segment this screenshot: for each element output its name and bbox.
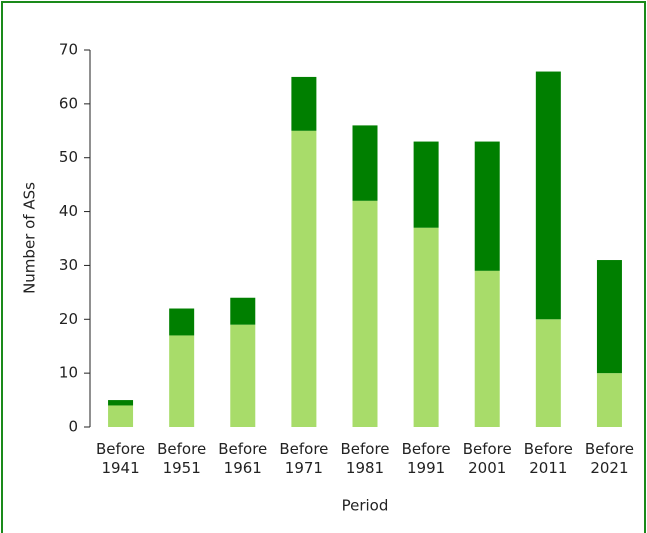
y-tick-label: 0 [68, 418, 78, 436]
bar-segment [108, 405, 134, 427]
x-tick-label: Before 2001 [462, 440, 512, 477]
x-tick-label: Before 1951 [157, 440, 207, 477]
x-tick-label: Before 2021 [584, 440, 634, 477]
y-tick-label: 70 [59, 41, 78, 59]
x-tick-label: Before 1991 [401, 440, 451, 477]
y-tick-label: 30 [59, 256, 78, 274]
x-tick-label: Before 2011 [523, 440, 573, 477]
bar-segment [230, 297, 256, 325]
bar-segment [291, 130, 317, 428]
x-tick-label: Before 1981 [340, 440, 390, 477]
x-tick-label: Before 1971 [279, 440, 329, 477]
y-tick-label: 10 [59, 364, 78, 382]
bar-segment [413, 141, 439, 228]
bar-segment [413, 227, 439, 427]
y-tick-label: 20 [59, 310, 78, 328]
bar-segment [535, 319, 561, 427]
bar-segment [230, 324, 256, 427]
bar-segment [291, 76, 317, 131]
bar-segment [596, 260, 622, 374]
bar-segment [169, 308, 195, 336]
bar-segment [535, 71, 561, 320]
bar-segment [108, 400, 134, 406]
x-tick-label: Before 1961 [218, 440, 268, 477]
x-tick-label: Before 1941 [96, 440, 146, 477]
bar-segment [596, 373, 622, 427]
y-tick-label: 40 [59, 202, 78, 220]
x-axis-label: Period [342, 497, 389, 515]
y-tick-label: 50 [59, 148, 78, 166]
bar-segment [474, 270, 500, 427]
y-axis-label: Number of ASs [21, 182, 39, 294]
bar-segment [169, 335, 195, 427]
y-tick-label: 60 [59, 94, 78, 112]
bar-segment [352, 200, 378, 427]
bar-segment [352, 125, 378, 201]
bar-segment [474, 141, 500, 271]
